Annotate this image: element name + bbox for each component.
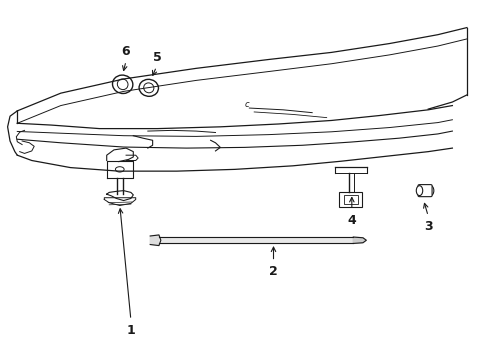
- Polygon shape: [352, 237, 366, 243]
- Text: 3: 3: [423, 220, 432, 233]
- Text: 1: 1: [126, 324, 135, 337]
- Text: 2: 2: [268, 265, 277, 278]
- Polygon shape: [150, 235, 161, 246]
- Text: c: c: [244, 100, 248, 109]
- Bar: [339, 192, 362, 207]
- Text: 5: 5: [153, 51, 162, 64]
- Text: 6: 6: [122, 45, 130, 58]
- Bar: [344, 195, 357, 204]
- Ellipse shape: [143, 83, 154, 93]
- Ellipse shape: [115, 167, 124, 172]
- Text: 4: 4: [347, 214, 355, 227]
- Ellipse shape: [427, 186, 433, 195]
- Ellipse shape: [415, 186, 422, 195]
- Ellipse shape: [112, 75, 133, 94]
- Ellipse shape: [117, 79, 128, 90]
- FancyBboxPatch shape: [417, 185, 431, 197]
- Ellipse shape: [139, 79, 158, 96]
